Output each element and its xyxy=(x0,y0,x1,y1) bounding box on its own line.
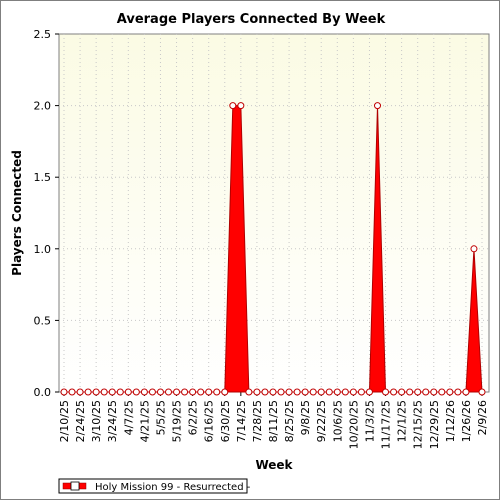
data-point xyxy=(454,388,462,396)
data-point xyxy=(132,388,140,396)
data-point xyxy=(173,388,181,396)
data-point xyxy=(237,102,245,110)
data-point xyxy=(438,388,446,396)
data-point xyxy=(68,388,76,396)
legend-box xyxy=(58,478,248,494)
data-point xyxy=(365,388,373,396)
x-tick-label: 6/16/25 xyxy=(203,400,216,442)
data-point xyxy=(341,388,349,396)
x-tick-label: 2/24/25 xyxy=(74,400,87,442)
data-point xyxy=(116,388,124,396)
x-tick-label: 5/19/25 xyxy=(171,400,184,442)
data-point xyxy=(213,388,221,396)
data-point xyxy=(414,388,422,396)
x-tick-label: 12/29/25 xyxy=(428,400,441,449)
legend-marker xyxy=(70,481,80,491)
data-point xyxy=(205,388,213,396)
y-tick-label: 0.5 xyxy=(34,314,52,327)
x-tick-label: 9/8/25 xyxy=(299,400,312,435)
data-point xyxy=(221,388,229,396)
chart-title: Average Players Connected By Week xyxy=(117,12,386,27)
data-point xyxy=(156,388,164,396)
data-point xyxy=(446,388,454,396)
x-tick-label: 7/14/25 xyxy=(235,400,248,442)
data-point xyxy=(478,388,486,396)
data-point xyxy=(60,388,68,396)
data-point xyxy=(406,388,414,396)
x-tick-label: 11/3/25 xyxy=(363,400,376,442)
data-point xyxy=(245,388,253,396)
x-tick-label: 12/15/25 xyxy=(412,400,425,449)
x-tick-label: 6/2/25 xyxy=(187,400,200,435)
plot-area xyxy=(58,33,490,393)
data-point xyxy=(470,245,478,253)
x-tick-label: 3/24/25 xyxy=(106,400,119,442)
data-point xyxy=(261,388,269,396)
y-tick-label: 2.5 xyxy=(34,28,52,41)
x-axis-ticks: 2/10/25 2/24/25 3/10/25 3/24/25 4/7/25 4/21/2… xyxy=(58,392,489,449)
x-tick-label: 1/12/26 xyxy=(444,400,457,442)
data-point xyxy=(229,102,237,110)
y-axis-label: Players Connected xyxy=(10,150,24,276)
y-axis-ticks: 0.0 0.5 1.0 1.5 2.0 2.5 xyxy=(34,28,59,399)
data-point xyxy=(277,388,285,396)
x-tick-label: 8/11/25 xyxy=(267,400,280,442)
data-point xyxy=(293,388,301,396)
x-tick-label: 7/28/25 xyxy=(251,400,264,442)
data-point xyxy=(357,388,365,396)
data-point xyxy=(92,388,100,396)
data-point xyxy=(84,388,92,396)
data-point xyxy=(309,388,317,396)
data-point xyxy=(253,388,261,396)
data-point xyxy=(124,388,132,396)
data-point xyxy=(325,388,333,396)
x-tick-label: 11/17/25 xyxy=(380,400,393,449)
data-point xyxy=(76,388,84,396)
data-point xyxy=(317,388,325,396)
data-point xyxy=(285,388,293,396)
data-point xyxy=(333,388,341,396)
x-tick-label: 10/6/25 xyxy=(331,400,344,442)
data-point xyxy=(382,388,390,396)
data-point xyxy=(390,388,398,396)
x-tick-label: 4/21/25 xyxy=(138,400,151,442)
series-layer xyxy=(60,102,486,396)
x-tick-label: 8/25/25 xyxy=(283,400,296,442)
y-tick-label: 0.0 xyxy=(34,386,52,399)
x-tick-label: 4/7/25 xyxy=(122,400,135,435)
x-tick-label: 12/1/25 xyxy=(396,400,409,442)
x-tick-label: 1/26/26 xyxy=(460,400,473,442)
data-point xyxy=(462,388,470,396)
x-tick-label: 10/20/25 xyxy=(347,400,360,449)
data-point xyxy=(430,388,438,396)
data-point xyxy=(108,388,116,396)
data-point xyxy=(269,388,277,396)
data-point xyxy=(197,388,205,396)
x-tick-label: 2/10/25 xyxy=(58,400,71,442)
data-point xyxy=(398,388,406,396)
x-tick-label: 2/9/26 xyxy=(476,400,489,435)
x-tick-label: 3/10/25 xyxy=(90,400,103,442)
legend: Holy Mission 99 - Resurrected - xyxy=(58,478,251,494)
y-tick-label: 1.0 xyxy=(34,243,52,256)
x-tick-label: 9/22/25 xyxy=(315,400,328,442)
data-point xyxy=(301,388,309,396)
legend-entry: Holy Mission 99 - Resurrected - xyxy=(95,482,251,493)
data-point xyxy=(140,388,148,396)
data-point xyxy=(374,102,381,110)
x-axis-label: Week xyxy=(255,458,293,472)
data-point xyxy=(189,388,197,396)
x-tick-label: 6/30/25 xyxy=(219,400,232,442)
data-point xyxy=(148,388,156,396)
y-tick-label: 1.5 xyxy=(34,171,52,184)
x-tick-label: 5/5/25 xyxy=(154,400,167,435)
data-point xyxy=(100,388,108,396)
y-tick-label: 2.0 xyxy=(34,100,52,113)
data-point xyxy=(165,388,172,396)
data-point xyxy=(181,388,189,396)
data-point xyxy=(422,388,430,396)
data-point xyxy=(349,388,357,396)
